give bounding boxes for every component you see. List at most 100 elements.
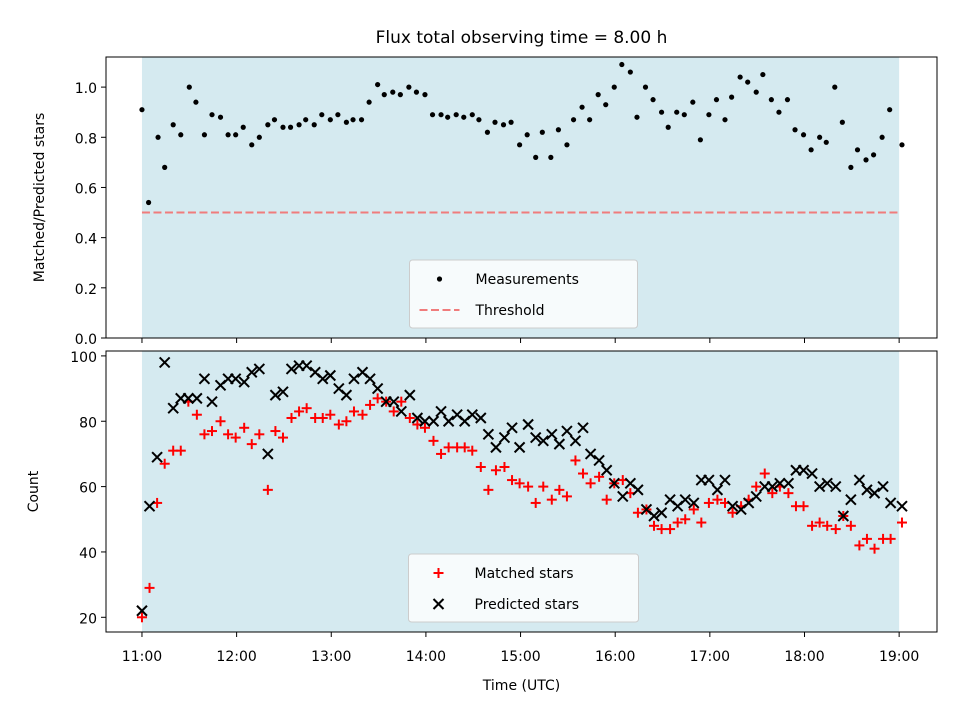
x-stroke	[167, 402, 179, 414]
data-point	[476, 117, 482, 123]
data-point	[246, 439, 257, 450]
data-point	[570, 455, 581, 466]
data-point	[139, 107, 145, 113]
x-stroke	[435, 405, 447, 418]
data-point	[845, 520, 856, 531]
legend: Matched stars Predicted stars	[408, 553, 639, 623]
data-point	[436, 448, 447, 459]
data-point	[191, 409, 202, 420]
x-stroke	[419, 415, 431, 427]
data-point	[475, 461, 486, 472]
data-point	[767, 488, 778, 499]
data-point	[821, 477, 833, 490]
data-point	[507, 475, 518, 486]
series-predicted-stars	[136, 356, 908, 617]
data-point	[879, 134, 885, 140]
data-point	[774, 477, 786, 490]
data-point	[711, 484, 724, 496]
x-stroke	[797, 464, 810, 476]
x-stroke	[868, 487, 881, 499]
data-point	[806, 467, 818, 480]
data-point	[783, 488, 794, 499]
y-tick-label: 0.2	[75, 282, 97, 298]
data-point	[800, 132, 807, 138]
data-point	[199, 429, 210, 440]
data-point	[262, 448, 274, 460]
x-stroke	[537, 435, 549, 447]
data-point	[482, 428, 495, 441]
data-point	[461, 114, 467, 120]
data-point	[808, 147, 814, 153]
data-point	[499, 461, 510, 472]
data-point	[303, 117, 309, 123]
data-point	[817, 134, 823, 140]
data-point	[570, 117, 577, 123]
data-point	[498, 431, 511, 444]
data-point	[706, 112, 712, 118]
data-point	[523, 481, 534, 492]
x-stroke	[648, 510, 660, 522]
data-point	[286, 412, 297, 423]
legend-label: Threshold	[475, 303, 545, 319]
data-point	[680, 514, 691, 525]
x-stroke	[253, 363, 266, 375]
y-tick-label: 0.8	[75, 131, 97, 147]
legend-entry: Threshold	[419, 303, 545, 319]
x-stroke	[806, 467, 818, 480]
data-point	[193, 99, 199, 105]
data-point	[648, 510, 660, 522]
data-point	[784, 97, 791, 103]
data-point	[343, 119, 350, 125]
data-point	[186, 84, 192, 90]
x-stroke	[837, 510, 850, 522]
legend-entry: Predicted stars	[432, 597, 579, 613]
data-point	[823, 139, 829, 145]
data-point	[413, 89, 420, 95]
x-stroke	[333, 382, 345, 395]
x-stroke	[506, 422, 518, 434]
data-point	[632, 484, 644, 496]
top-panel: 0.0 0.2 0.4 0.6 0.8 1.0 Matched/Predicted star…	[32, 56, 938, 348]
data-point	[729, 94, 735, 100]
series-matched-stars	[136, 393, 907, 623]
data-point	[539, 129, 545, 135]
x-stroke	[679, 493, 691, 506]
data-point	[688, 497, 700, 509]
legend-handle	[436, 276, 443, 282]
data-point	[792, 127, 798, 133]
data-point	[324, 369, 337, 382]
data-point	[703, 497, 714, 508]
data-point	[301, 403, 312, 414]
data-point	[475, 412, 487, 424]
axes-frame	[105, 350, 938, 633]
x-stroke	[309, 366, 321, 378]
data-point	[703, 474, 715, 486]
data-point	[690, 99, 696, 105]
data-point	[427, 415, 440, 427]
x-stroke	[151, 451, 163, 463]
data-point	[155, 134, 161, 140]
data-point	[877, 480, 889, 493]
bottom-panel: 20 40 60 80 100 11:00 12:00 13:00 14:00 15:00 16:0…	[26, 350, 938, 665]
x-stroke	[553, 438, 566, 450]
data-point	[256, 134, 262, 140]
legend-handle	[432, 598, 445, 610]
data-point	[428, 435, 439, 446]
x-stroke	[584, 448, 597, 460]
data-point	[467, 445, 478, 456]
data-point	[422, 92, 428, 98]
x-stroke	[546, 428, 558, 441]
x-stroke	[143, 500, 156, 512]
x-stroke	[561, 425, 573, 437]
x-stroke	[577, 422, 589, 434]
data-point	[594, 471, 605, 482]
data-point	[768, 97, 774, 103]
data-point	[585, 478, 596, 489]
y-tick-label: 20	[79, 611, 97, 627]
data-point	[759, 468, 770, 479]
x-stroke	[300, 359, 313, 372]
x-stroke	[632, 484, 644, 496]
x-stroke	[442, 415, 455, 427]
y-tick-label: 100	[70, 350, 97, 366]
data-point	[366, 99, 372, 105]
